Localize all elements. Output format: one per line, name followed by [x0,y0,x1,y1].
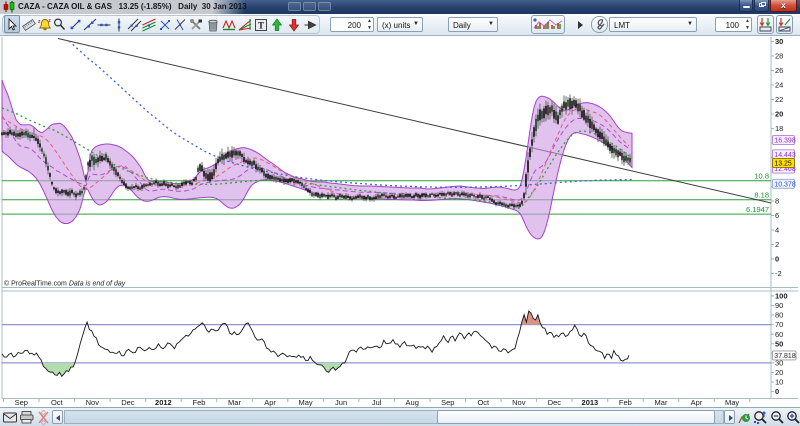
svg-text:Dec: Dec [548,398,562,407]
svg-text:Apr: Apr [691,398,703,407]
svg-text:0: 0 [775,387,779,396]
svg-text:Jun: Jun [335,398,347,407]
svg-text:80: 80 [775,311,783,320]
svg-text:8: 8 [775,197,779,206]
svg-text:30: 30 [775,359,783,368]
svg-text:22: 22 [775,95,783,104]
svg-text:90: 90 [775,301,783,310]
svg-text:24: 24 [775,81,783,90]
svg-text:18: 18 [775,124,783,133]
svg-text:2013: 2013 [582,398,599,407]
svg-text:100: 100 [775,292,788,301]
svg-text:-2: -2 [775,269,782,278]
svg-text:Dec: Dec [121,398,135,407]
svg-text:13.25: 13.25 [774,161,792,168]
svg-text:10.8: 10.8 [754,172,769,181]
svg-text:12.468: 12.468 [774,166,796,173]
svg-text:Nov: Nov [512,398,526,407]
svg-text:2012: 2012 [155,398,172,407]
svg-text:2: 2 [775,240,779,249]
svg-text:Sep: Sep [441,398,454,407]
svg-text:14.443: 14.443 [774,152,796,159]
svg-text:0: 0 [775,255,779,264]
svg-text:May: May [725,398,739,407]
svg-text:16.398: 16.398 [774,138,796,145]
svg-text:Jul: Jul [372,398,382,407]
svg-text:z: z [38,19,41,25]
svg-text:Apr: Apr [264,398,276,407]
svg-text:60: 60 [775,330,783,339]
svg-text:Sep: Sep [15,398,28,407]
svg-text:70: 70 [775,320,783,329]
svg-text:20: 20 [775,110,783,119]
svg-text:26: 26 [775,66,783,75]
svg-text:28: 28 [775,52,783,61]
svg-text:© ProRealTime.com Data is end: © ProRealTime.com Data is end of day [4,280,126,288]
svg-text:20: 20 [775,368,783,377]
svg-text:50: 50 [775,339,783,348]
svg-text:8.18: 8.18 [754,191,769,200]
svg-text:30: 30 [775,37,783,46]
svg-text:T: T [258,21,264,31]
svg-text:May: May [299,398,313,407]
svg-text:6: 6 [775,211,779,220]
svg-text:Aug: Aug [406,398,419,407]
svg-text:37.818: 37.818 [774,353,796,360]
svg-text:Mar: Mar [655,398,668,407]
svg-text:4: 4 [775,226,779,235]
svg-text:Feb: Feb [193,398,206,407]
svg-text:Oct: Oct [51,398,64,407]
svg-text:Feb: Feb [619,398,632,407]
svg-text:z: z [48,18,51,24]
svg-text:Oct: Oct [477,398,490,407]
svg-text:10.378: 10.378 [774,181,796,188]
svg-text:Nov: Nov [86,398,100,407]
svg-text:6.1947: 6.1947 [746,205,769,214]
svg-text:Mar: Mar [228,398,241,407]
svg-text:10: 10 [775,378,783,387]
